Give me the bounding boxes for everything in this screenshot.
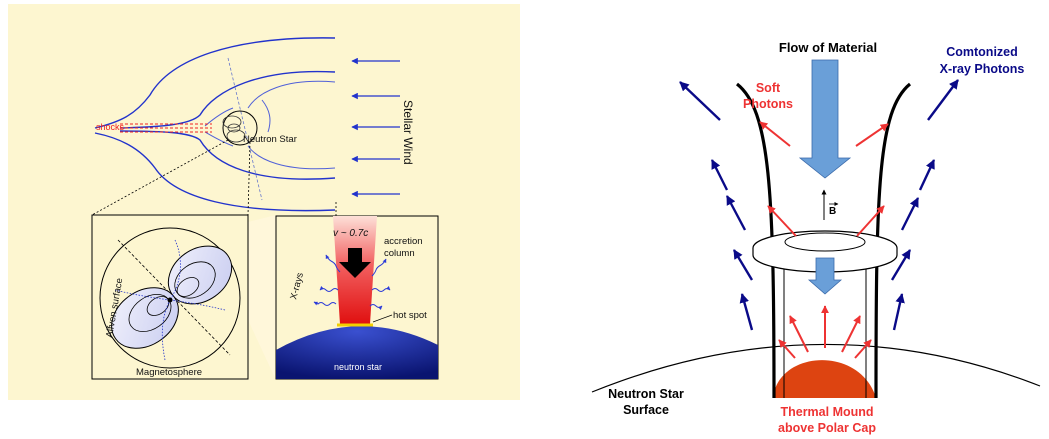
flow-arrow-main: [798, 59, 852, 179]
thermal-mound: [773, 360, 876, 398]
flow-arrow-small: [807, 257, 843, 295]
zoom-line-2: [247, 141, 251, 216]
shocks-label: shocks: [96, 122, 125, 132]
velocity-label: v ~ 0.7c: [333, 228, 368, 239]
accretion-inset: [275, 215, 439, 380]
zoom-line-1: [91, 139, 229, 216]
column-wall-right: [874, 82, 912, 399]
flow-label: Flow of Material: [779, 40, 877, 55]
rotation-axis-dashed: [227, 57, 263, 201]
neutron-star-surface-curve: [591, 343, 1041, 393]
neutron-star-lower-label: neutron star: [334, 362, 382, 372]
magnetosphere-label: Magnetosphere: [136, 367, 202, 378]
comptonized-label-2: X-ray Photons: [940, 62, 1025, 76]
mound-label-2: above Polar Cap: [778, 421, 876, 435]
b-field-label: B: [829, 206, 836, 217]
ns-surface-label-1: Neutron Star: [608, 387, 684, 401]
soft-photons-label-2: Photons: [743, 97, 793, 111]
column-wall-left: [736, 82, 776, 399]
shock-lines: [120, 123, 212, 133]
mound-label-1: Thermal Mound: [780, 405, 873, 419]
zoom-cone: [248, 215, 276, 380]
soft-photons-label-1: Soft: [756, 81, 781, 95]
stellar-wind-arrows: [351, 57, 400, 198]
neutron-star-label: Neutron Star: [243, 134, 297, 145]
magnetosphere-inset: [91, 214, 249, 380]
comptonized-label-1: Comtonized: [946, 45, 1018, 59]
neutron-star-small: [222, 110, 258, 146]
ns-surface-label-2: Surface: [623, 403, 669, 417]
soft-photon-arrows: [759, 121, 889, 359]
accretion-label-2: column: [384, 248, 415, 259]
comptonized-photon-arrows: [679, 79, 959, 331]
accretion-label-1: accretion: [384, 236, 423, 247]
stellar-wind-label: Stellar Wind: [401, 100, 415, 165]
hot-spot-label: hot spot: [393, 310, 427, 321]
